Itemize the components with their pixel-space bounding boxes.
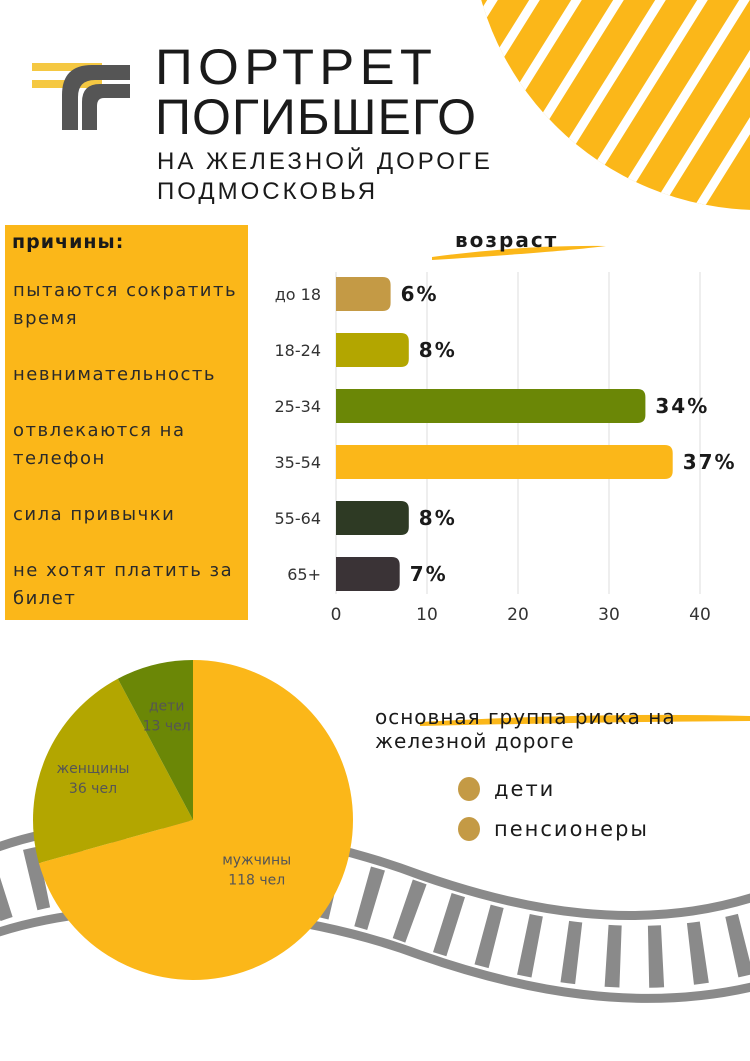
legend-label: пенсионеры xyxy=(494,817,649,841)
reason-item: невнимательность xyxy=(13,364,216,385)
page-title-line2: ПОГИБШЕГО xyxy=(155,89,477,145)
category-label: 55-64 xyxy=(275,509,322,528)
page-title: ПОРТРЕТ xyxy=(155,39,438,95)
bar xyxy=(336,501,409,535)
legend-label: дети xyxy=(494,777,556,801)
data-label: 37% xyxy=(683,450,737,474)
data-label: 34% xyxy=(655,394,709,418)
pie-slice xyxy=(33,678,194,864)
age-chart-title: возраст xyxy=(455,228,559,252)
reason-item: сила привычки xyxy=(13,504,176,525)
bar xyxy=(336,277,391,311)
category-label: 25-34 xyxy=(275,397,322,416)
pie-slice-name: женщины xyxy=(57,761,130,777)
pie-slice-value: 13 чел xyxy=(143,718,191,734)
data-label: 8% xyxy=(419,338,457,362)
pie-slice xyxy=(117,660,193,820)
pie-slice-value: 118 чел xyxy=(228,872,285,888)
logo-icon xyxy=(32,63,130,130)
legend-item-children: дети xyxy=(458,777,555,801)
reason-item: не хотят платить за билет xyxy=(13,560,234,609)
page-subtitle: НА ЖЕЛЕЗНОЙ ДОРОГЕ xyxy=(157,148,493,175)
legend-item-pensioners: пенсионеры xyxy=(458,817,649,841)
bar xyxy=(336,389,646,423)
category-label: до 18 xyxy=(275,285,321,304)
x-tick-label: 0 xyxy=(331,605,342,625)
category-label: 18-24 xyxy=(275,341,322,360)
pie-slice-name: мужчины xyxy=(222,852,291,868)
reason-item: пытаются сократить время xyxy=(13,280,238,329)
x-tick-label: 30 xyxy=(598,605,620,625)
legend-dot-icon xyxy=(458,777,480,801)
reasons-heading: причины: xyxy=(12,231,125,253)
pie-slice-name: дети xyxy=(149,698,185,714)
x-tick-label: 10 xyxy=(416,605,438,625)
data-label: 8% xyxy=(419,506,457,530)
reasons-panel: причины: пытаются сократить время невним… xyxy=(5,225,248,620)
risk-group-title: основная группа риска на железной дороге xyxy=(375,705,676,753)
data-label: 6% xyxy=(401,282,439,306)
bar xyxy=(336,333,409,367)
x-tick-label: 40 xyxy=(689,605,711,625)
legend-dot-icon xyxy=(458,817,480,841)
highlight-stroke xyxy=(420,714,750,726)
bar xyxy=(336,557,400,591)
highlight-stroke xyxy=(432,245,606,260)
category-label: 35-54 xyxy=(275,453,322,472)
pie-slice xyxy=(38,660,354,980)
data-label: 7% xyxy=(410,562,448,586)
reason-item: отвлекаются на телефон xyxy=(13,420,186,469)
category-label: 65+ xyxy=(287,565,321,584)
bar xyxy=(336,445,673,479)
page-subtitle-line2: ПОДМОСКОВЬЯ xyxy=(157,178,379,205)
pie-slice-value: 36 чел xyxy=(69,781,117,797)
x-tick-label: 20 xyxy=(507,605,529,625)
